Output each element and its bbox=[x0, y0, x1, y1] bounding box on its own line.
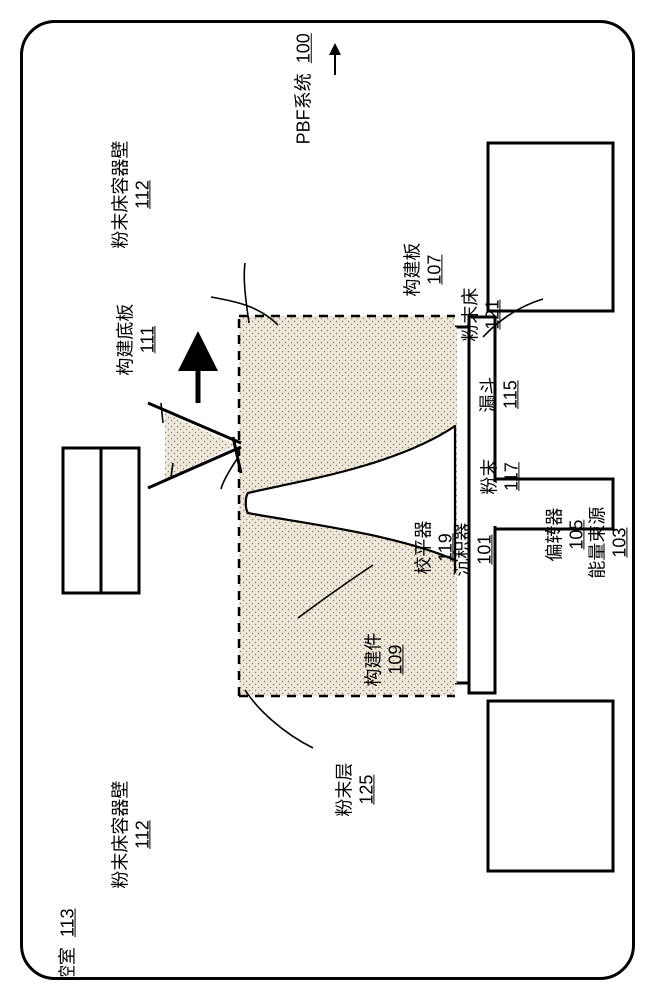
build-piece-text: 构建件 bbox=[363, 633, 383, 687]
powder-text: 粉末 bbox=[479, 459, 499, 495]
deflector-num: 105 bbox=[566, 520, 586, 550]
system-pointer bbox=[315, 41, 355, 81]
deflector-label: 偏转器 105 bbox=[544, 508, 587, 562]
energy-source-label: 能量束源 103 bbox=[587, 507, 630, 579]
powder-bed-num: 121 bbox=[482, 300, 502, 330]
build-plate-text: 构建板 bbox=[402, 243, 422, 297]
powder-bed-text: 粉末床 bbox=[460, 288, 480, 342]
energy-source-num: 103 bbox=[609, 528, 629, 558]
build-floor-num: 111 bbox=[137, 326, 157, 353]
wall-left-text: 粉末床容器壁 bbox=[110, 781, 130, 889]
system-num: 100 bbox=[294, 33, 314, 63]
deposition-label: 沉积器 101 bbox=[452, 523, 495, 577]
wall-right-num: 112 bbox=[132, 180, 152, 209]
wall-right-rect bbox=[488, 143, 613, 311]
powder-bed-region bbox=[239, 316, 457, 696]
wall-left-label: 粉末床容器壁 112 bbox=[110, 781, 153, 889]
deflector-text: 偏转器 bbox=[544, 508, 564, 562]
energy-source-text: 能量束源 bbox=[587, 507, 607, 579]
hopper-text: 漏斗 bbox=[478, 377, 498, 413]
leveler-label: 校平器 119 bbox=[413, 521, 456, 575]
powder-bed-label: 粉末床 121 bbox=[460, 288, 503, 342]
wall-right-label: 粉末床容器壁 112 bbox=[110, 141, 153, 249]
powder-num: 117 bbox=[501, 462, 521, 491]
energy-stack bbox=[63, 448, 139, 593]
wall-left-rect bbox=[488, 701, 613, 871]
build-floor bbox=[469, 317, 613, 693]
leveler-num: 119 bbox=[435, 533, 455, 562]
build-floor-text: 构建底板 bbox=[115, 304, 135, 376]
hopper-label: 漏斗 115 bbox=[478, 377, 521, 413]
chamber-num: 113 bbox=[58, 908, 78, 937]
powder-layer-num: 125 bbox=[356, 775, 376, 805]
powder-label: 粉末 117 bbox=[479, 459, 522, 495]
wall-right-text: 粉末床容器壁 bbox=[110, 141, 130, 249]
build-piece-label: 构建件 109 bbox=[363, 633, 406, 687]
powder-layer-text: 粉末层 bbox=[334, 763, 354, 817]
chamber-label: 腔室 113 bbox=[58, 908, 80, 980]
deposition-num: 101 bbox=[474, 535, 494, 565]
build-plate-label: 构建板 107 bbox=[402, 243, 445, 297]
hopper-num: 115 bbox=[500, 380, 520, 409]
build-plate-num: 107 bbox=[424, 255, 444, 285]
diagram-frame: 能量束源 103 偏转器 105 沉积器 101 校平器 119 粉末 117 … bbox=[20, 20, 635, 980]
powder-layer-label: 粉末层 125 bbox=[334, 763, 377, 817]
chamber-text: 腔室 bbox=[58, 947, 78, 980]
build-floor-label: 构建底板 111 bbox=[115, 304, 158, 376]
system-text: PBF系统 bbox=[294, 73, 314, 144]
leveler-text: 校平器 bbox=[413, 521, 433, 575]
build-plate bbox=[455, 327, 469, 683]
system-label: PBF系统 100 bbox=[294, 33, 316, 144]
build-piece-num: 109 bbox=[385, 645, 405, 675]
wall-left-num: 112 bbox=[132, 820, 152, 849]
